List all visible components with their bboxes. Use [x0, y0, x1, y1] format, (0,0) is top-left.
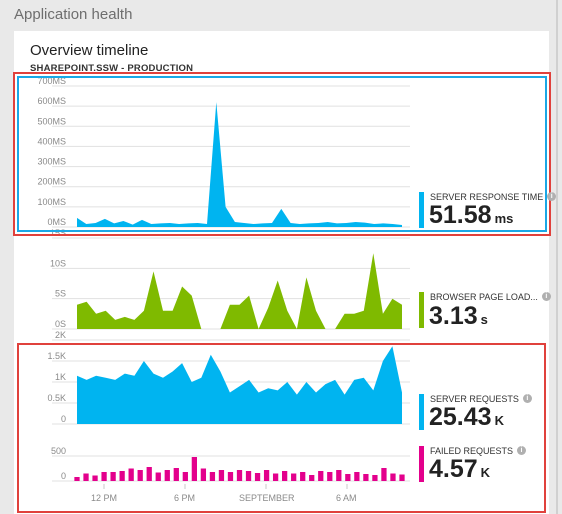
failed-requests-bar [227, 472, 234, 481]
failed-requests-bar [146, 467, 152, 481]
metric-value: 51.58 [429, 201, 492, 229]
card-title: Overview timeline [30, 42, 149, 59]
failed-requests-bar [155, 472, 161, 481]
info-icon[interactable]: i [541, 292, 551, 301]
y-tick-label: 10S [50, 258, 66, 268]
x-tick-label: 6 AM [336, 493, 357, 503]
failed-requests-bar [390, 473, 396, 481]
failed-requests-bar [101, 472, 107, 481]
y-tick-label: 15S [50, 228, 66, 238]
y-tick-label: 5S [55, 289, 66, 299]
y-tick-label: 700MS [37, 76, 66, 86]
metric-label: SERVER RESPONSE TIME [430, 192, 544, 202]
failed-requests-bar [254, 473, 261, 481]
failed-requests-bar [291, 473, 297, 481]
failed-requests-bar [182, 472, 188, 481]
y-tick-label: 200MS [37, 177, 66, 187]
info-icon[interactable]: i [547, 192, 557, 201]
failed-requests-bar [128, 468, 134, 481]
failed-requests-bar [381, 468, 387, 481]
metric-color-bar [419, 446, 424, 482]
failed-requests-bar [191, 457, 197, 481]
y-tick-label: 100MS [37, 197, 66, 207]
y-tick-label: 400MS [37, 136, 66, 146]
metric-color-bar [419, 394, 424, 430]
failed-requests-bar [200, 468, 207, 481]
metric-unit: s [480, 312, 488, 327]
overview-timeline-card[interactable] [14, 31, 549, 514]
y-tick-label: 1K [55, 372, 66, 382]
metric-value: 3.13 [429, 302, 478, 330]
failed-requests-bar [336, 470, 342, 481]
failed-requests-bar [218, 470, 225, 481]
metric-label: FAILED REQUESTS [430, 446, 514, 456]
failed-requests-bar [272, 473, 279, 481]
failed-requests-bar [74, 477, 80, 481]
y-tick-label: 300MS [37, 157, 66, 167]
failed-requests-bar [345, 474, 351, 481]
y-tick-label: 500MS [37, 116, 66, 126]
failed-requests-bar [300, 472, 306, 481]
failed-requests-bar [399, 474, 405, 481]
series-area-1 [77, 253, 402, 329]
y-tick-label: 500 [51, 446, 66, 456]
metric-value: 25.43 [429, 403, 492, 431]
failed-requests-bar [119, 471, 125, 481]
failed-requests-bar [110, 472, 116, 481]
y-tick-label: 0 [61, 471, 66, 481]
card-subtitle: SHAREPOINT.SSW - PRODUCTION [30, 63, 194, 74]
failed-requests-bar [209, 472, 216, 481]
failed-requests-bar [83, 473, 89, 481]
failed-requests-bar [309, 475, 315, 481]
info-icon[interactable]: i [522, 394, 532, 403]
metric-label: BROWSER PAGE LOAD... [430, 292, 538, 302]
metric-unit: ms [494, 211, 514, 226]
metric-label: SERVER REQUESTS [430, 394, 519, 404]
highlight-box-response [13, 72, 551, 236]
highlight-box-requests [17, 343, 546, 513]
y-tick-label: 2K [55, 330, 66, 340]
y-tick-label: 600MS [37, 96, 66, 106]
metric-color-bar [419, 292, 424, 328]
failed-requests-bar [245, 471, 252, 481]
failed-requests-bar [282, 471, 288, 481]
failed-requests-bar [363, 474, 369, 481]
failed-requests-bar [263, 470, 270, 481]
x-tick-label: 12 PM [91, 493, 118, 503]
series-area-2 [77, 346, 402, 424]
y-tick-label: 0.5K [47, 393, 66, 403]
y-tick-label: 0MS [47, 217, 66, 227]
failed-requests-bar [173, 468, 179, 481]
scrollbar-track[interactable] [556, 0, 558, 514]
metric-unit: K [480, 465, 491, 480]
x-tick-label: SEPTEMBER [239, 493, 295, 503]
failed-requests-bar [236, 470, 243, 481]
failed-requests-bar [354, 472, 360, 481]
y-tick-label: 0 [61, 414, 66, 424]
failed-requests-bar [164, 470, 170, 481]
page-title: Application health [14, 6, 133, 23]
failed-requests-bar [92, 475, 98, 481]
info-icon[interactable]: i [517, 446, 527, 455]
y-tick-label: 0S [55, 319, 66, 329]
metric-value: 4.57 [429, 455, 478, 483]
selection-box-response [17, 76, 547, 232]
y-tick-label: 1.5K [47, 351, 66, 361]
failed-requests-bar [137, 470, 143, 481]
failed-requests-bar [327, 472, 333, 481]
x-tick-label: 6 PM [174, 493, 196, 503]
metric-unit: K [494, 413, 504, 428]
failed-requests-bar [318, 471, 324, 481]
failed-requests-bar [372, 475, 378, 481]
metric-color-bar [419, 192, 424, 228]
